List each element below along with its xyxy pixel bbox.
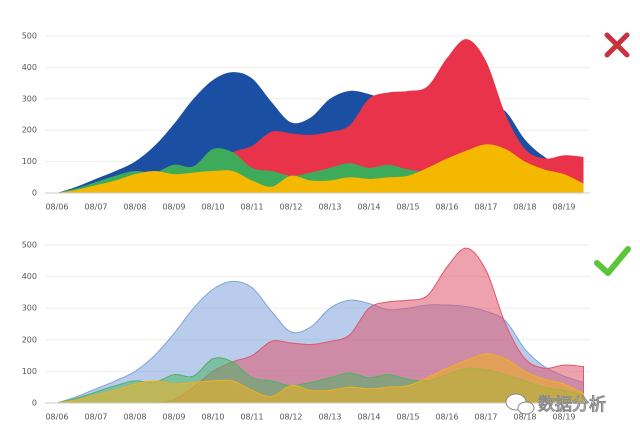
x-tick-label: 08/16 (435, 203, 458, 212)
x-tick-label: 08/19 (552, 203, 575, 212)
y-tick-label: 200 (22, 335, 37, 344)
y-tick-label: 500 (22, 241, 37, 250)
x-tick-label: 08/06 (45, 413, 68, 422)
area (57, 353, 584, 403)
x-tick-label: 08/12 (279, 413, 302, 422)
y-tick-label: 100 (22, 367, 37, 376)
x-tick-label: 08/11 (240, 203, 263, 212)
watermark-text: 数据分析 (538, 394, 606, 415)
x-tick-label: 08/12 (279, 203, 302, 212)
y-tick-label: 300 (22, 94, 37, 103)
x-tick-label: 08/17 (474, 413, 497, 422)
area (57, 247, 584, 403)
wrong-icon (604, 32, 630, 58)
x-tick-label: 08/08 (123, 203, 146, 212)
x-tick-label: 08/07 (84, 203, 107, 212)
x-tick-label: 08/11 (240, 413, 263, 422)
watermark: 数据分析 (505, 393, 606, 415)
y-tick-label: 400 (22, 63, 37, 72)
y-tick-label: 0 (32, 189, 37, 198)
y-tick-label: 0 (32, 399, 37, 408)
x-tick-label: 08/08 (123, 413, 146, 422)
x-tick-label: 08/13 (318, 203, 341, 212)
x-tick-label: 08/15 (396, 203, 419, 212)
y-tick-label: 300 (22, 304, 37, 313)
x-tick-label: 08/09 (162, 413, 185, 422)
y-tick-label: 200 (22, 126, 37, 135)
y-tick-label: 100 (22, 157, 37, 166)
chart-bottom: 0 100 200 300 400 500 08/06 08/07 08/08 08/09 08/1… (22, 241, 590, 422)
x-tick-label: 08/13 (318, 413, 341, 422)
x-tick-label: 08/09 (162, 203, 185, 212)
x-tick-label: 08/19 (552, 413, 575, 422)
correct-icon (594, 246, 631, 276)
area (57, 39, 584, 193)
x-tick-label: 08/07 (84, 413, 107, 422)
x-tick-label: 08/16 (435, 413, 458, 422)
x-tick-label: 08/10 (201, 203, 224, 212)
x-tick-label: 08/14 (357, 203, 380, 212)
x-tick-label: 08/10 (201, 413, 224, 422)
area (57, 144, 584, 193)
x-tick-label: 08/06 (45, 203, 68, 212)
y-tick-label: 500 (22, 32, 37, 41)
chart-top: 0 100 200 300 400 500 08/06 08/07 08/08 08/09 08/1… (22, 32, 590, 212)
y-tick-label: 400 (22, 272, 37, 281)
x-tick-label: 08/14 (357, 413, 380, 422)
x-tick-label: 08/17 (474, 203, 497, 212)
x-tick-label: 08/18 (513, 413, 536, 422)
x-tick-label: 08/18 (513, 203, 536, 212)
x-tick-label: 08/15 (396, 413, 419, 422)
